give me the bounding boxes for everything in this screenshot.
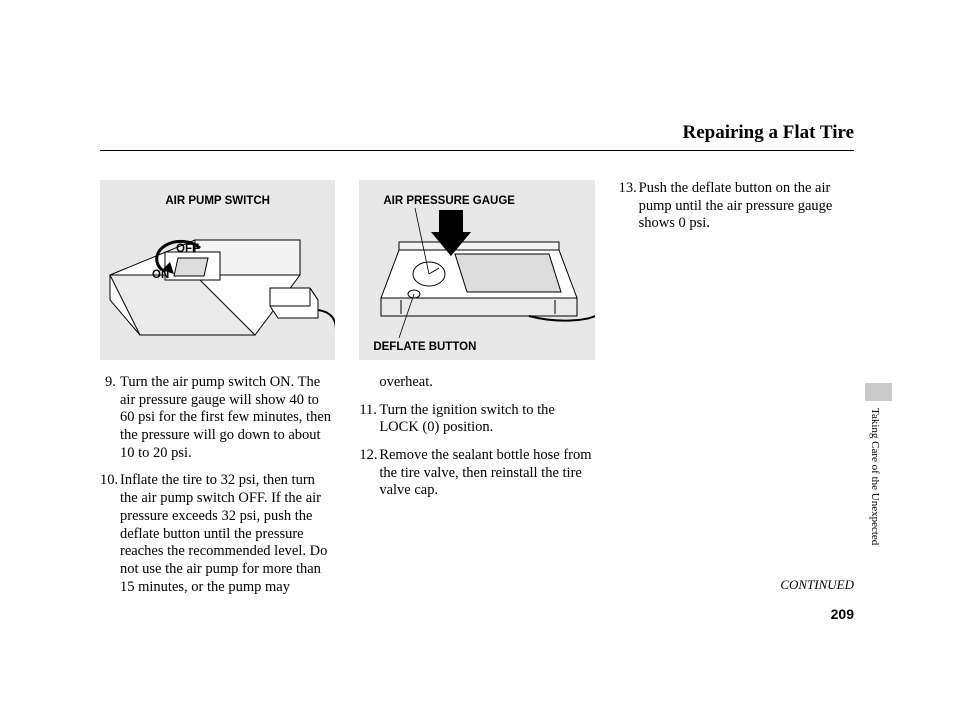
step-13: 13.Push the deflate button on the air pu… (619, 180, 854, 233)
step-9-num: 9. (105, 374, 120, 392)
figure1-label-on: ON (152, 268, 169, 282)
step-10-overflow: overheat. (359, 374, 594, 392)
step-12-num: 12. (359, 447, 379, 465)
continued-label: CONTINUED (780, 577, 854, 593)
step-12: 12.Remove the sealant bottle hose from t… (359, 447, 594, 500)
figure1-title: AIR PUMP SWITCH (100, 194, 335, 208)
step-12-text: Remove the sealant bottle hose from the … (379, 447, 591, 498)
figure2-title: AIR PRESSURE GAUGE (383, 194, 515, 208)
step-9-text: Turn the air pump switch ON. The air pre… (120, 374, 331, 461)
manual-page: Repairing a Flat Tire AIR PUMP SWITCH OF… (0, 0, 954, 710)
step-13-num: 13. (619, 180, 639, 198)
step-11-num: 11. (359, 402, 379, 420)
section-tab: Taking Care of the Unexpected (865, 408, 881, 545)
thumb-tab-block (865, 383, 892, 401)
figure2-label-deflate: DEFLATE BUTTON (373, 340, 476, 354)
figure1-label-off: OFF (176, 242, 199, 256)
page-number: 209 (831, 606, 854, 622)
step-10-text: Inflate the tire to 32 psi, then turn th… (120, 472, 327, 594)
figure-air-pressure-gauge: AIR PRESSURE GAUGE DEFLATE BUTTON (359, 180, 594, 360)
step-11-text: Turn the ignition switch to the LOCK (0)… (379, 402, 554, 436)
page-title: Repairing a Flat Tire (682, 122, 854, 144)
step-10-num: 10. (100, 472, 120, 490)
content-columns: AIR PUMP SWITCH OFF ON (100, 180, 854, 615)
step-13-text: Push the deflate button on the air pump … (639, 180, 833, 231)
title-rule (100, 150, 854, 151)
step-10b-text: overheat. (379, 374, 433, 390)
step-11: 11.Turn the ignition switch to the LOCK … (359, 402, 594, 437)
step-9: 9.Turn the air pump switch ON. The air p… (100, 374, 335, 462)
figure-air-pump-switch: AIR PUMP SWITCH OFF ON (100, 180, 335, 360)
step-10: 10.Inflate the tire to 32 psi, then turn… (100, 472, 335, 596)
